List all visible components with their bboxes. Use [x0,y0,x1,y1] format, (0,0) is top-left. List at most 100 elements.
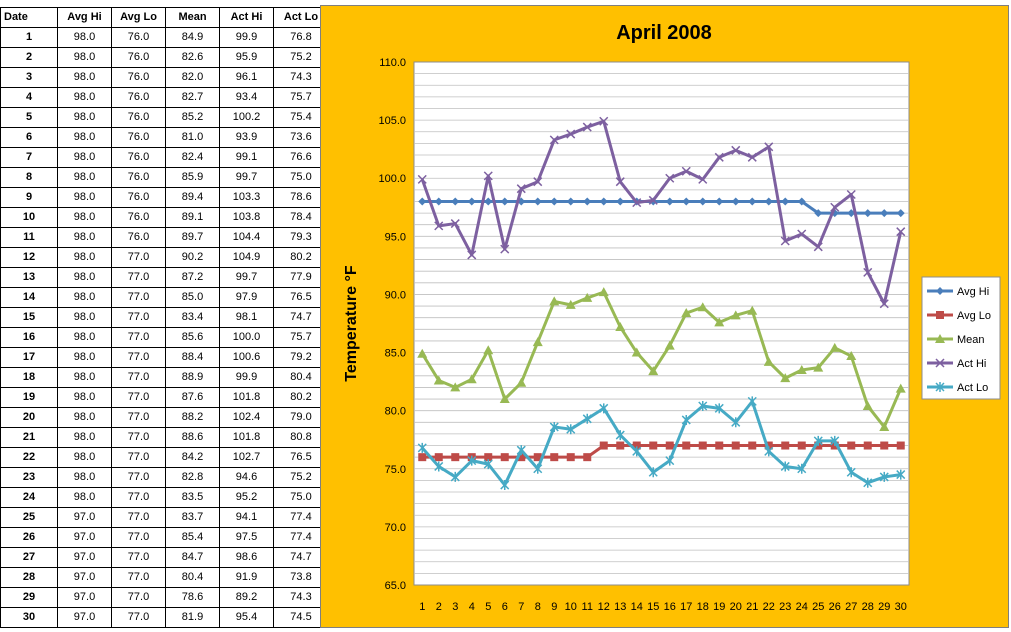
data-point-avg-lo [517,453,526,462]
data-point-act-hi [450,219,460,229]
table-row: 17 98.0 77.0 88.4 100.6 79.2 [0,347,329,368]
data-point-act-lo [665,455,675,466]
value-cell: 88.4 [165,347,220,368]
y-tick-label: 80.0 [385,406,406,418]
data-point-avg-lo [451,453,460,462]
data-point-avg-lo [880,441,889,450]
value-cell: 98.1 [219,307,274,328]
value-cell: 98.0 [57,427,112,448]
data-point-mean [582,292,593,302]
legend-label-avg-hi: Avg Hi [957,286,989,298]
data-point-act-lo [549,421,559,432]
x-tick-label: 26 [829,601,841,613]
value-cell: 98.0 [57,267,112,288]
x-tick-label: 1 [419,601,425,613]
column-header: Act Hi [219,7,274,28]
legend-marker-avg-hi [936,287,944,295]
column-header: Avg Lo [111,7,166,28]
x-tick-label: 14 [631,601,643,613]
data-point-mean [714,317,725,327]
y-tick-label: 95.0 [385,231,406,243]
value-cell: 103.8 [219,207,274,228]
data-point-act-lo [566,424,576,435]
data-point-avg-hi [418,197,427,206]
data-point-act-lo [450,471,460,482]
value-cell: 98.0 [57,287,112,308]
series-line-act-hi [420,119,903,306]
data-point-act-hi [615,177,625,187]
data-point-act-hi [549,135,559,145]
value-cell: 84.9 [165,27,220,48]
value-cell: 77.0 [111,287,166,308]
x-tick-label: 16 [664,601,676,613]
data-point-mean [417,348,428,358]
data-point-act-hi [417,174,427,184]
value-cell: 98.6 [219,547,274,568]
chart-title: April 2008 [616,22,712,44]
date-cell: 11 [0,227,58,248]
value-cell: 89.2 [219,587,274,608]
date-cell: 1 [0,27,58,48]
table-row: 24 98.0 77.0 83.5 95.2 75.0 [0,487,329,508]
x-tick-label: 13 [614,601,626,613]
table-row: 6 98.0 76.0 81.0 93.9 73.6 [0,127,329,148]
value-cell: 99.7 [219,267,274,288]
data-point-act-lo [698,401,708,412]
data-point-avg-hi [434,197,443,206]
date-cell: 18 [0,367,58,388]
value-cell: 75.7 [273,327,329,348]
value-cell: 95.9 [219,47,274,68]
data-point-avg-hi [764,197,773,206]
data-point-act-hi [830,202,840,212]
data-point-act-hi [467,250,477,260]
data-point-act-hi [764,142,774,152]
value-cell: 81.9 [165,607,220,628]
value-cell: 87.2 [165,267,220,288]
value-cell: 77.0 [111,607,166,628]
value-cell: 98.0 [57,207,112,228]
value-cell: 97.0 [57,527,112,548]
value-cell: 101.8 [219,427,274,448]
value-cell: 88.2 [165,407,220,428]
value-cell: 100.6 [219,347,274,368]
value-cell: 90.2 [165,247,220,268]
value-cell: 77.0 [111,547,166,568]
data-point-mean [796,364,807,374]
data-point-act-lo [681,414,691,425]
value-cell: 97.0 [57,567,112,588]
table-row: 7 98.0 76.0 82.4 99.1 76.6 [0,147,329,168]
data-point-avg-hi [599,197,608,206]
value-cell: 77.0 [111,327,166,348]
data-point-mean [565,299,576,309]
value-cell: 98.0 [57,227,112,248]
value-cell: 82.7 [165,87,220,108]
data-point-mean [681,308,692,318]
data-point-act-lo [830,435,840,446]
x-tick-label: 8 [535,601,541,613]
data-point-avg-lo [632,441,641,450]
table-row: 21 98.0 77.0 88.6 101.8 80.8 [0,427,329,448]
legend-marker-avg-lo [936,311,944,319]
value-cell: 80.4 [165,567,220,588]
data-point-act-hi [896,227,906,237]
date-cell: 26 [0,527,58,548]
data-point-avg-hi [500,197,509,206]
value-cell: 98.0 [57,47,112,68]
y-tick-label: 70.0 [385,522,406,534]
data-point-act-lo [483,459,493,470]
date-cell: 30 [0,607,58,628]
y-axis-label: Temperature °F [343,265,360,382]
value-cell: 99.9 [219,367,274,388]
plot-area [413,61,910,586]
value-cell: 76.0 [111,107,166,128]
data-point-avg-lo [682,441,691,450]
table-row: 28 97.0 77.0 80.4 91.9 73.8 [0,567,329,588]
value-cell: 74.3 [273,587,329,608]
table-row: 23 98.0 77.0 82.8 94.6 75.2 [0,467,329,488]
data-point-mean [466,374,477,384]
value-cell: 102.4 [219,407,274,428]
date-cell: 25 [0,507,58,528]
value-cell: 85.2 [165,107,220,128]
value-cell: 93.9 [219,127,274,148]
data-point-avg-hi [698,197,707,206]
